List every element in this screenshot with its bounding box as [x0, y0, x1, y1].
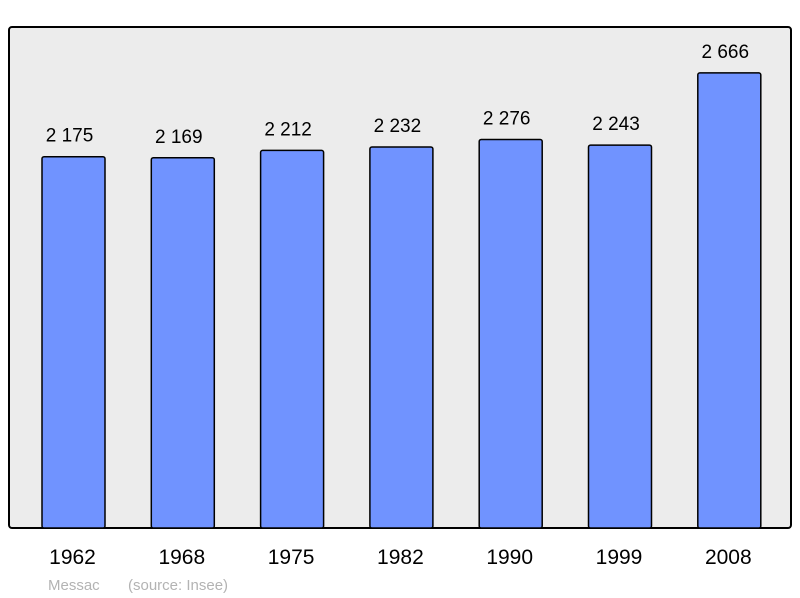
- bar-2008: [697, 72, 762, 529]
- x-tick-label-1975: 1975: [268, 546, 315, 569]
- x-tick-label-1990: 1990: [486, 546, 533, 569]
- x-tick-label-1999: 1999: [596, 546, 643, 569]
- value-label-1975: 2 212: [264, 119, 312, 140]
- x-tick-label-1982: 1982: [377, 546, 424, 569]
- bar-1982: [369, 146, 434, 529]
- bar-1990: [478, 138, 543, 529]
- bar-1962: [41, 155, 106, 529]
- bar-1975: [259, 149, 325, 529]
- value-label-1968: 2 169: [155, 127, 203, 148]
- x-tick-label-1968: 1968: [158, 546, 205, 569]
- bar-1999: [587, 144, 653, 529]
- value-label-1962: 2 175: [46, 126, 94, 147]
- x-tick-label-1962: 1962: [49, 546, 96, 569]
- value-label-2008: 2 666: [702, 42, 750, 63]
- value-label-1999: 2 243: [592, 114, 640, 135]
- footnote-source: (source: Insee): [128, 577, 228, 594]
- value-label-1982: 2 232: [374, 116, 422, 137]
- x-tick-label-2008: 2008: [705, 546, 752, 569]
- footnote-place: Messac: [48, 577, 100, 594]
- value-label-1990: 2 276: [483, 108, 531, 129]
- bar-1968: [150, 157, 216, 529]
